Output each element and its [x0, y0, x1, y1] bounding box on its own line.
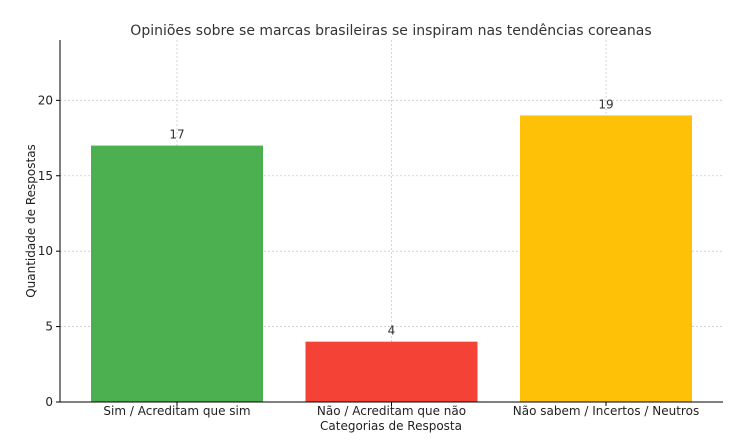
data-label: 19 [598, 97, 613, 111]
bars [91, 115, 692, 403]
bar [305, 341, 478, 402]
x-axis-title: Categorias de Resposta [320, 419, 462, 433]
bar [520, 115, 692, 403]
tick-labels: 0 5 10 15 20 Sim / Acreditam que sim Não / Acr… [38, 93, 699, 418]
bar [91, 145, 263, 403]
x-tick-label: Não / Acreditam que não [317, 404, 466, 418]
y-tick-label: 15 [38, 169, 53, 183]
data-label: 4 [388, 324, 396, 338]
x-tick-label: Sim / Acreditam que sim [103, 404, 250, 418]
y-tick-label: 20 [38, 93, 53, 107]
data-label: 17 [169, 128, 184, 142]
y-axis-title: Quantidade de Respostas [24, 144, 38, 298]
x-tick-label: Não sabem / Incertos / Neutros [513, 404, 699, 418]
data-labels: 17 4 19 [169, 97, 613, 337]
y-tick-label: 10 [38, 244, 53, 258]
y-tick-label: 5 [45, 320, 53, 334]
chart-title: Opiniões sobre se marcas brasileiras se … [130, 23, 651, 39]
y-tick-label: 0 [45, 395, 53, 409]
